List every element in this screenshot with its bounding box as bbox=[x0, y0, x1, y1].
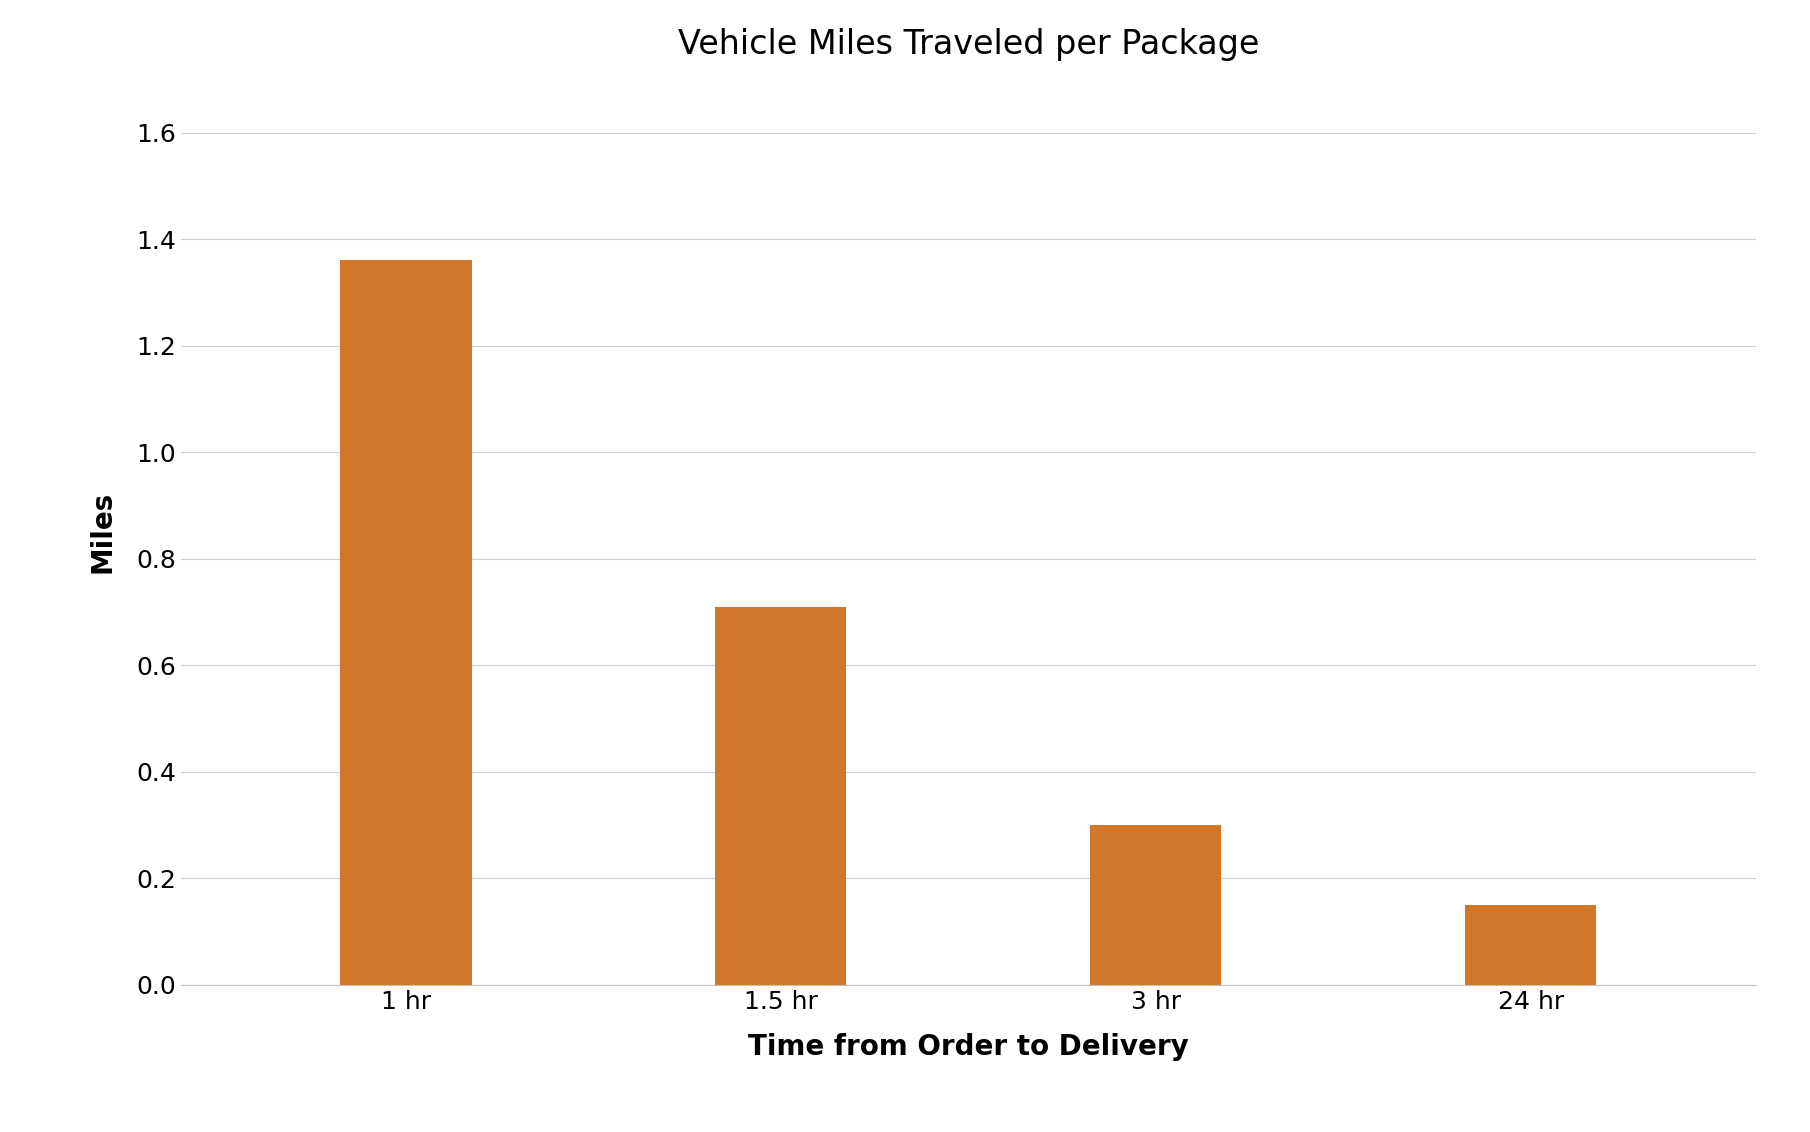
Bar bbox=[1090, 825, 1222, 985]
X-axis label: Time from Order to Delivery: Time from Order to Delivery bbox=[748, 1034, 1189, 1061]
Bar bbox=[715, 607, 847, 985]
Title: Vehicle Miles Traveled per Package: Vehicle Miles Traveled per Package bbox=[677, 28, 1260, 61]
Y-axis label: Miles: Miles bbox=[89, 491, 118, 573]
Bar bbox=[340, 260, 472, 985]
Bar bbox=[1464, 904, 1596, 985]
